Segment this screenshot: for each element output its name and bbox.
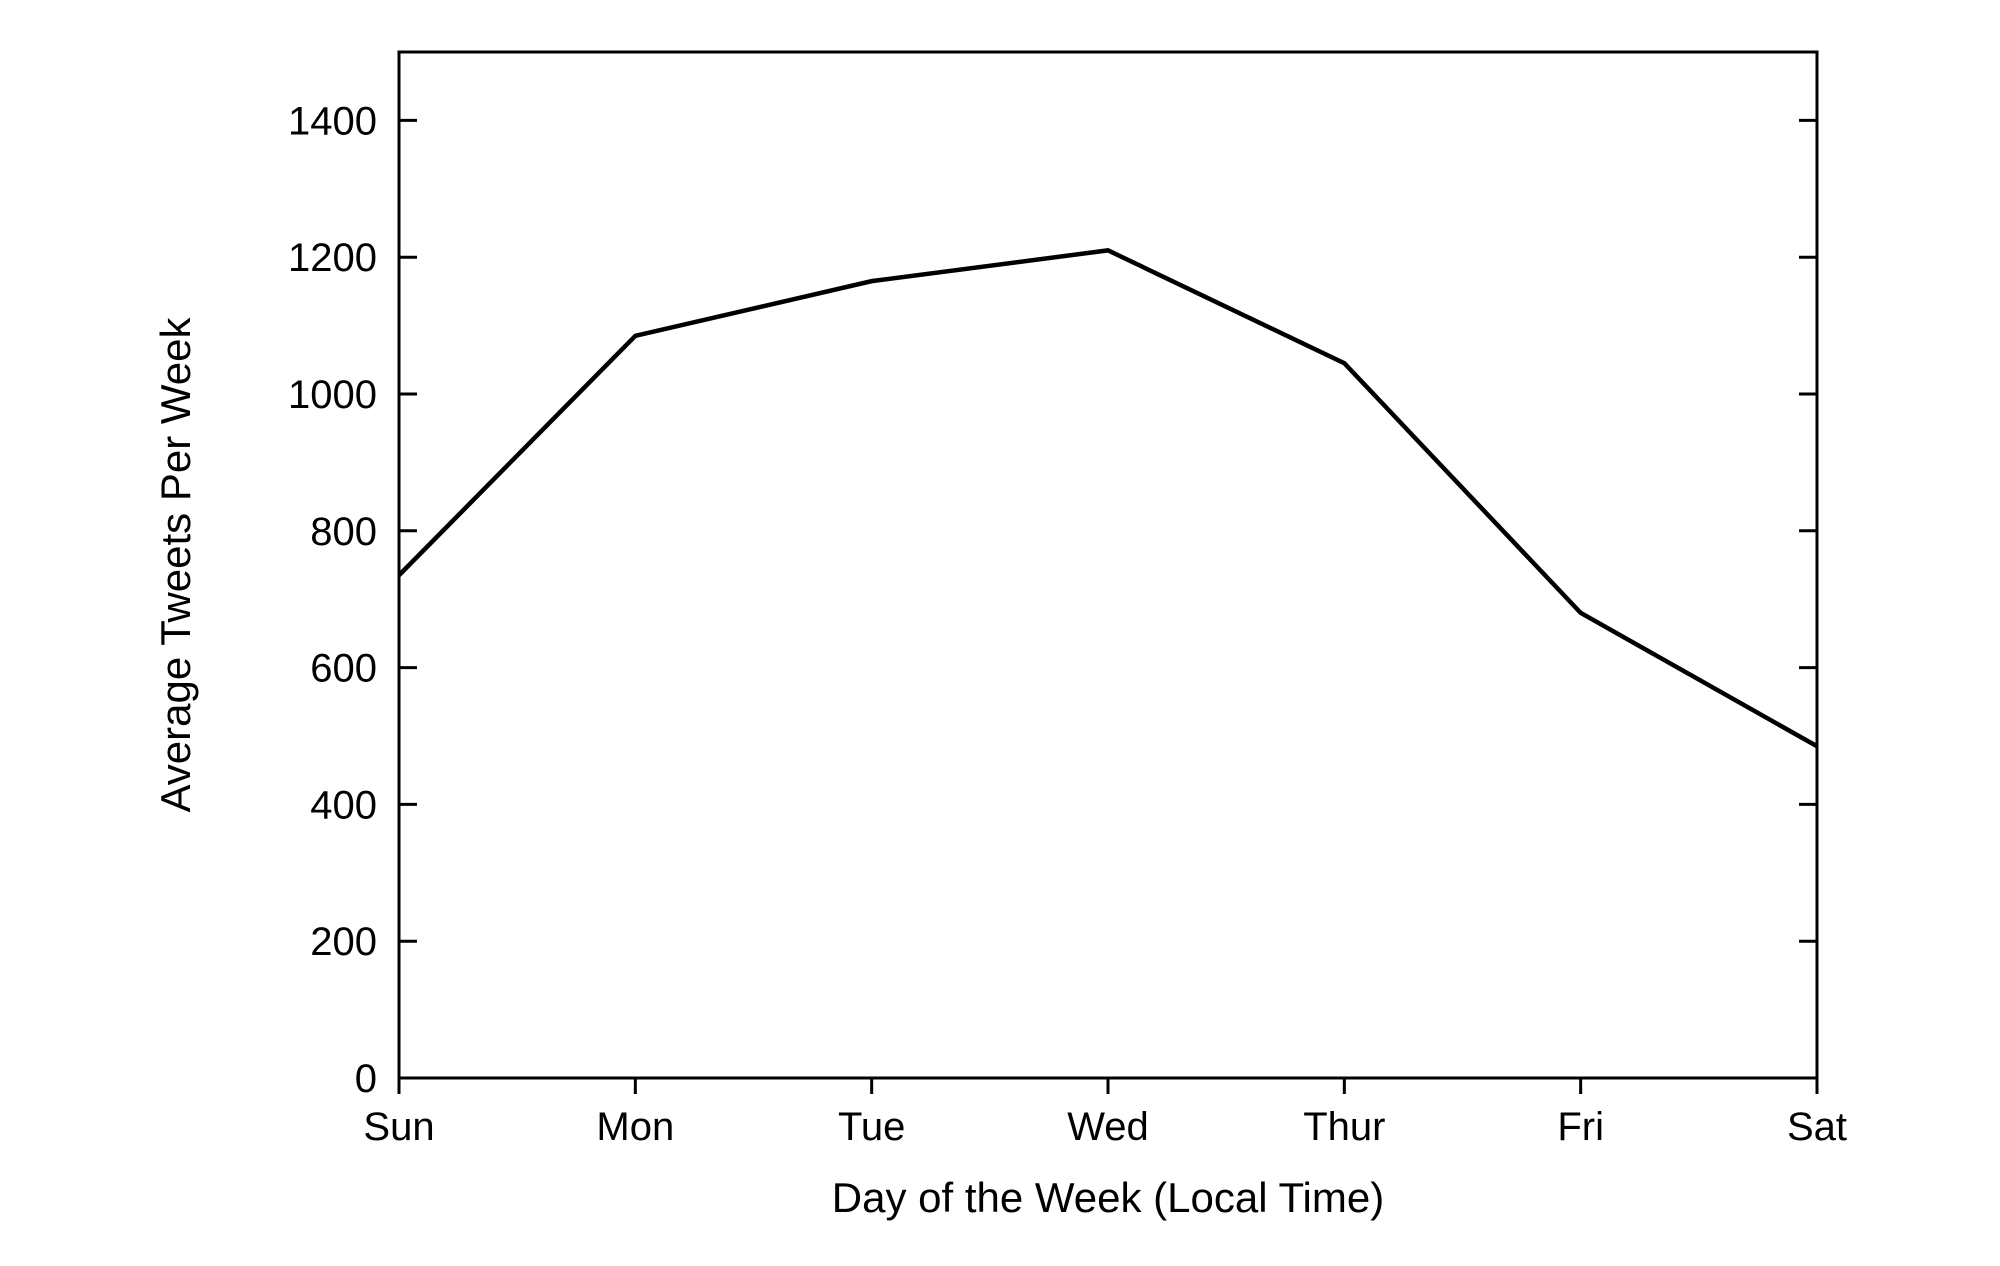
x-tick-label: Tue: [838, 1105, 905, 1149]
y-tick-label: 1400: [288, 99, 377, 143]
y-tick-label: 800: [310, 510, 377, 554]
plot-border: [397, 50, 1819, 1080]
x-tick-label: Sun: [363, 1105, 434, 1149]
data-series-line: [397, 248, 1819, 749]
y-axis-title: Average Tweets Per Week: [152, 317, 199, 813]
y-tick-label: 1200: [288, 236, 377, 280]
y-tick-label: 200: [310, 920, 377, 964]
x-axis-tick-labels: Sun Mon Tue Wed Thur Fri Sat: [363, 1105, 1847, 1149]
x-tick-label: Thur: [1303, 1105, 1385, 1149]
x-axis-title: Day of the Week (Local Time): [832, 1174, 1384, 1221]
x-tick-label: Fri: [1557, 1105, 1604, 1149]
y-axis-tick-labels: 0 200 400 600 800 1000 1200 1400: [288, 99, 377, 1101]
x-tick-label: Sat: [1787, 1105, 1847, 1149]
y-tick-label: 1000: [288, 373, 377, 417]
x-tick-label: Wed: [1067, 1105, 1149, 1149]
x-tick-label: Mon: [596, 1105, 674, 1149]
x-axis-ticks: [397, 1078, 1819, 1094]
y-tick-label: 600: [310, 647, 377, 691]
y-axis-ticks: [399, 118, 1817, 1080]
y-tick-label: 400: [310, 783, 377, 827]
y-tick-label: 0: [355, 1057, 377, 1101]
